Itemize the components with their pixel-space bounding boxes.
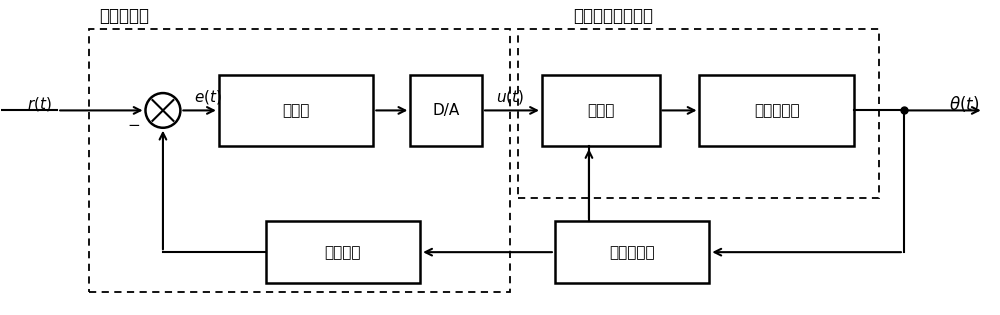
Text: 永磁同步电机系统: 永磁同步电机系统 bbox=[573, 7, 653, 25]
Bar bbox=[89, 29, 510, 292]
Bar bbox=[555, 221, 709, 283]
Text: $\theta(t)$: $\theta(t)$ bbox=[949, 94, 979, 114]
Bar bbox=[518, 29, 879, 198]
Bar bbox=[266, 221, 420, 283]
Bar bbox=[542, 75, 660, 146]
Text: 控制器: 控制器 bbox=[282, 103, 310, 118]
Text: D/A: D/A bbox=[433, 103, 460, 118]
Text: 主控计算机: 主控计算机 bbox=[99, 7, 149, 25]
Text: 驱动器: 驱动器 bbox=[587, 103, 614, 118]
Bar bbox=[699, 75, 854, 146]
Text: 光电编码器: 光电编码器 bbox=[609, 245, 655, 260]
Text: 电机与负载: 电机与负载 bbox=[754, 103, 800, 118]
Bar bbox=[219, 75, 373, 146]
Text: $r(t)$: $r(t)$ bbox=[27, 95, 52, 113]
Text: −: − bbox=[128, 118, 141, 133]
Bar bbox=[410, 75, 482, 146]
Text: $e(t)$: $e(t)$ bbox=[194, 88, 222, 106]
Text: 信号处理: 信号处理 bbox=[325, 245, 361, 260]
Text: $u(t)$: $u(t)$ bbox=[496, 88, 524, 106]
